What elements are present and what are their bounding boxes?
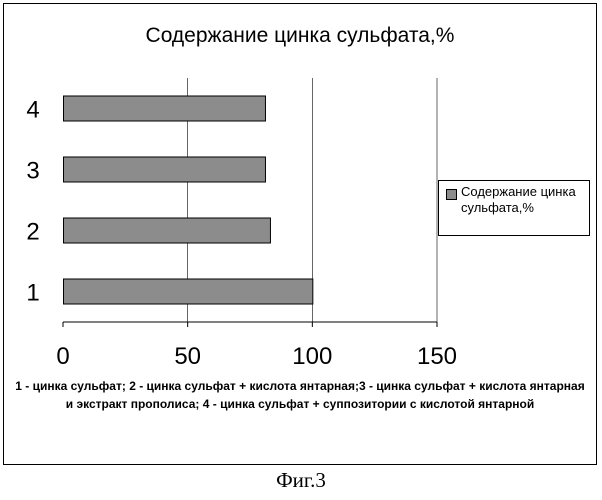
x-tick-label-150: 150: [417, 343, 457, 370]
y-tick-labels: 1 2 3 4: [26, 97, 39, 307]
y-tick-label-3: 3: [26, 158, 39, 185]
x-axis: [63, 322, 437, 327]
legend: Содержание цинка сульфата,%: [438, 180, 590, 236]
y-tick-label-2: 2: [26, 219, 39, 246]
bars: [64, 96, 313, 304]
bar-4: [64, 96, 266, 121]
chart-caption: 1 - цинка сульфат; 2 - цинка сульфат + к…: [10, 377, 590, 413]
bar-2: [64, 218, 271, 243]
y-tick-label-1: 1: [26, 280, 39, 307]
y-tick-label-4: 4: [26, 97, 39, 124]
bar-1: [64, 279, 313, 304]
x-tick-labels: 0 50 100 150: [56, 343, 457, 370]
figure-label: Фиг.3: [0, 468, 602, 493]
legend-label: Содержание цинка сульфата,%: [461, 184, 587, 216]
bar-3: [64, 157, 266, 182]
x-tick-label-0: 0: [56, 343, 69, 370]
legend-swatch: [446, 189, 457, 200]
x-tick-label-100: 100: [292, 343, 332, 370]
x-tick-label-50: 50: [174, 343, 201, 370]
